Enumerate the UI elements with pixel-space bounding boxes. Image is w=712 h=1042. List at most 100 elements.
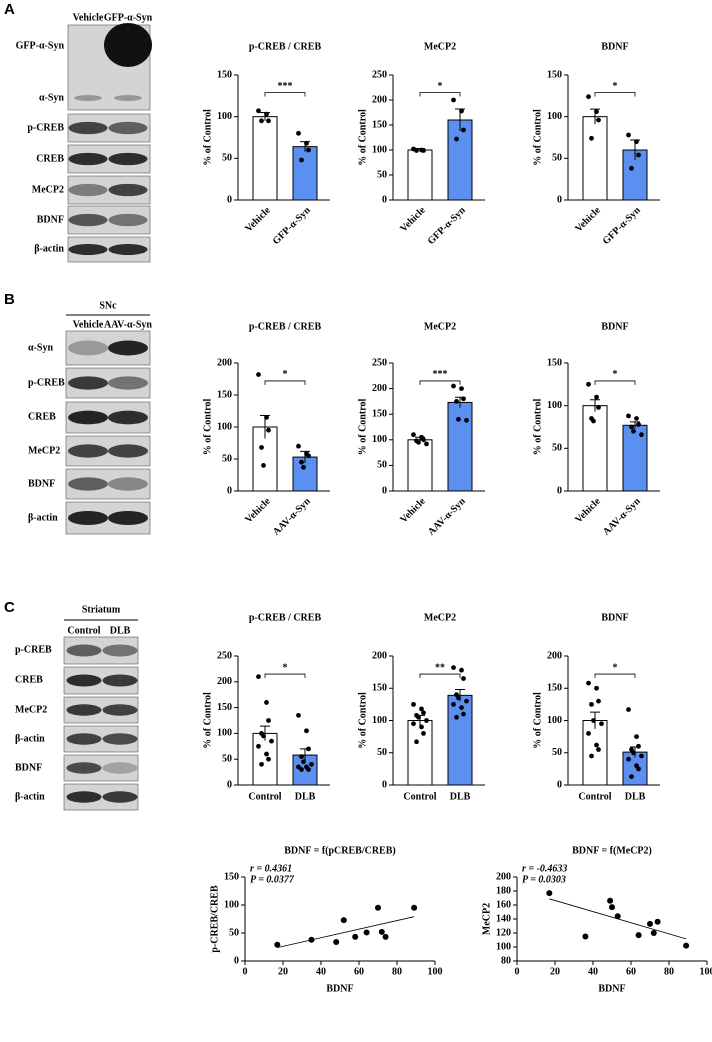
data-point (461, 711, 466, 717)
data-point (596, 117, 601, 123)
x-tick-label: 60 (354, 966, 364, 977)
y-tick-label: 50 (229, 927, 239, 938)
blot-band (108, 444, 148, 458)
chart-title: MeCP2 (424, 612, 456, 623)
y-tick-label: 50 (552, 443, 562, 454)
data-point (411, 701, 416, 707)
blot-row-label: β-actin (34, 243, 64, 254)
data-point (589, 135, 594, 141)
significance-bracket (419, 92, 461, 97)
data-point (683, 942, 690, 949)
y-tick-label: 150 (547, 683, 562, 694)
data-point (464, 698, 469, 704)
x-tick-label: 0 (243, 966, 248, 977)
data-point (639, 432, 644, 438)
data-point (266, 118, 271, 124)
y-tick-label: 100 (217, 728, 232, 739)
blot-row-label: MeCP2 (15, 704, 47, 715)
y-tick-label: 100 (372, 434, 387, 445)
y-tick-label: 50 (222, 453, 232, 464)
data-point (461, 676, 466, 681)
y-tick-label: 50 (222, 153, 232, 164)
y-axis-label: % of Control (532, 692, 543, 749)
y-tick-label: 250 (372, 69, 387, 80)
data-point (629, 424, 634, 430)
blot-row-label: MeCP2 (32, 184, 64, 195)
data-point (626, 756, 631, 762)
data-point (451, 665, 456, 671)
x-tick-label: 60 (626, 966, 636, 977)
blot-band (66, 704, 102, 716)
data-point (596, 747, 601, 752)
y-tick-label: 100 (224, 899, 239, 910)
data-point (636, 743, 641, 749)
data-point (546, 890, 553, 897)
significance-bracket (594, 673, 636, 679)
y-tick-label: 50 (552, 153, 562, 164)
data-point (378, 928, 385, 935)
y-tick-label: 150 (217, 702, 232, 713)
data-point (629, 165, 634, 171)
x-tick-label: Vehicle (398, 496, 428, 526)
x-tick-label: DLB (450, 791, 471, 802)
x-tick-label: AAV-α-Syn (426, 496, 468, 538)
y-axis-label: % of Control (202, 109, 213, 166)
data-point (459, 705, 464, 710)
y-tick-label: 200 (496, 871, 511, 882)
significance-label: * (613, 369, 618, 380)
data-point (459, 386, 464, 391)
data-point (299, 157, 304, 163)
data-point (261, 463, 266, 468)
y-tick-label: 150 (224, 871, 239, 882)
data-point (304, 728, 309, 734)
blot-row-label: p-CREB (27, 122, 64, 133)
data-point (635, 932, 642, 939)
bar (407, 439, 433, 492)
blot-column-label: Vehicle (73, 319, 104, 330)
x-tick-label: Control (403, 791, 436, 802)
x-tick-label: Vehicle (243, 496, 273, 526)
data-point (411, 721, 416, 727)
data-point (647, 920, 653, 927)
y-tick-label: 50 (552, 747, 562, 758)
blot-band (68, 510, 108, 526)
x-tick-label: Vehicle (573, 205, 603, 235)
data-point (266, 718, 271, 723)
data-point (456, 416, 461, 422)
data-point (634, 734, 639, 740)
y-tick-label: 100 (372, 144, 387, 155)
data-point (296, 130, 301, 136)
y-tick-label: 160 (496, 899, 511, 910)
y-tick-label: 0 (382, 194, 387, 205)
blot-row-label: CREB (36, 153, 64, 164)
data-point (259, 761, 264, 767)
data-point (626, 132, 631, 138)
data-point (256, 108, 261, 114)
data-point (594, 742, 599, 748)
blot-band (68, 376, 108, 390)
significance-label: * (613, 81, 618, 92)
data-point (299, 767, 304, 772)
significance-bracket (594, 380, 636, 385)
blot-band (108, 410, 148, 425)
data-point (654, 918, 661, 925)
data-point (421, 437, 426, 443)
y-tick-label: 150 (547, 357, 562, 368)
data-point (626, 413, 631, 419)
y-tick-label: 150 (217, 389, 232, 400)
significance-label: *** (433, 369, 448, 380)
annotation: P = 0.0377 (250, 874, 295, 885)
blot-column-label: AAV-α-Syn (104, 319, 152, 330)
bar (252, 116, 278, 201)
error-bar (630, 421, 640, 429)
data-point (456, 695, 461, 701)
x-tick-label: AAV-α-Syn (271, 496, 313, 538)
data-point (256, 372, 261, 377)
y-tick-label: 100 (547, 400, 562, 411)
data-point (363, 929, 370, 936)
y-tick-label: 140 (496, 913, 511, 924)
data-point (264, 751, 269, 757)
blot-column-label: GFP-α-Syn (104, 12, 153, 23)
blot-row-label: BDNF (37, 214, 64, 225)
